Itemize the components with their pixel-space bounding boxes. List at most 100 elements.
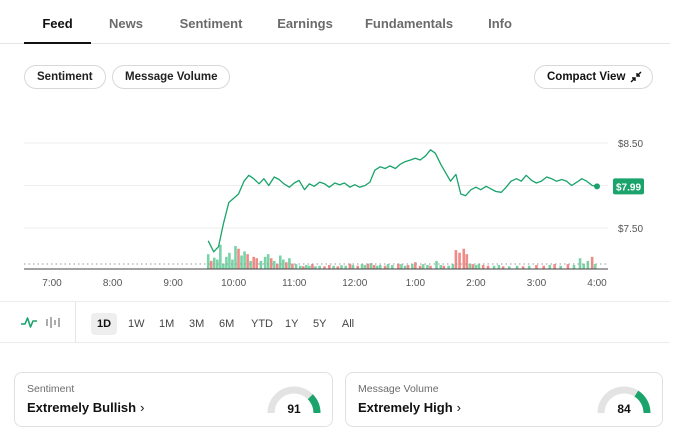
volume-bar [318, 265, 321, 269]
x-tick-label: 8:00 [103, 278, 123, 289]
volume-bar [275, 263, 279, 269]
volume-bar [391, 264, 394, 269]
volume-bar [582, 263, 585, 269]
volume-bar [336, 266, 340, 269]
tab-fundamentals[interactable]: Fundamentals [364, 16, 454, 31]
tab-earnings[interactable]: Earnings [277, 16, 333, 31]
volume-bar [426, 264, 429, 269]
x-tick-label: 9:00 [163, 278, 183, 289]
volume-bar [593, 264, 597, 269]
volume-bar [442, 265, 446, 269]
volume-bar [501, 266, 505, 269]
volume-bar [206, 254, 210, 269]
range-bar: 1D 1W 1M 3M 6M YTD 1Y 5Y All [0, 301, 670, 343]
range-ytd[interactable]: YTD [251, 318, 273, 330]
sentiment-value-text: Extremely Bullish [27, 400, 137, 415]
volume-bar [225, 256, 228, 269]
sentiment-toggle-button[interactable]: Sentiment [24, 65, 106, 89]
x-tick-label: 10:00 [221, 278, 246, 289]
tab-info[interactable]: Info [488, 16, 512, 31]
volume-bar [308, 265, 311, 269]
volume-bar [447, 265, 450, 269]
volume-bar [351, 264, 355, 269]
volume-bar [414, 262, 417, 269]
compact-view-button[interactable]: Compact View [534, 65, 653, 89]
volume-bar [421, 264, 425, 269]
volume-bar [439, 264, 443, 269]
volume-bar [298, 265, 302, 269]
volume-bar [360, 264, 364, 269]
sentiment-gauge [267, 386, 321, 414]
volume-bar [282, 259, 285, 269]
volume-bar [386, 264, 390, 269]
volume-bar [294, 264, 298, 269]
range-6m[interactable]: 6M [219, 318, 235, 330]
message-volume-toggle-button[interactable]: Message Volume [112, 65, 231, 89]
volume-bar [451, 264, 455, 269]
volume-bar [397, 263, 400, 269]
range-1m[interactable]: 1M [159, 318, 175, 330]
tab-bar: Feed News Sentiment Earnings Fundamental… [0, 0, 670, 44]
volume-bar [285, 262, 288, 269]
volume-bar [356, 265, 360, 269]
volume-bar [234, 246, 237, 269]
volume-bar [477, 263, 481, 269]
price-chart[interactable]: $8.50 $7.50 $7.99 7:00 8:00 9:00 10:00 11:00 12:… [0, 110, 670, 295]
x-tick-label: 7:00 [42, 278, 62, 289]
y-tick-label: $7.50 [618, 224, 643, 235]
message-volume-card[interactable]: Message Volume Extremely High › 84 [345, 372, 663, 427]
volume-bar [578, 258, 582, 269]
volume-bar [429, 265, 432, 269]
range-1y[interactable]: 1Y [285, 318, 299, 330]
volume-bar [363, 264, 367, 269]
message-volume-value-text: Extremely High [358, 400, 453, 415]
y-tick-label: $8.50 [618, 139, 643, 150]
volume-bar [252, 256, 255, 269]
volume-bar [209, 260, 213, 269]
volume-bar [548, 264, 552, 269]
volume-bar [219, 244, 222, 269]
price-line [207, 149, 598, 253]
volume-bar [366, 263, 370, 269]
range-5y[interactable]: 5Y [313, 318, 327, 330]
volume-bar [566, 264, 570, 269]
message-volume-gauge [597, 386, 651, 414]
sentiment-card[interactable]: Sentiment Extremely Bullish › 91 [14, 372, 333, 427]
volume-bar [314, 266, 317, 269]
volume-bar [249, 260, 252, 269]
tab-sentiment[interactable]: Sentiment [179, 16, 243, 31]
volume-bar [559, 265, 562, 269]
x-tick-label: 3:00 [527, 278, 547, 289]
x-tick-label: 12:00 [342, 278, 367, 289]
volume-bar [269, 258, 273, 269]
line-chart-icon[interactable] [20, 315, 38, 329]
tab-feed[interactable]: Feed [24, 0, 91, 44]
volume-bar [266, 254, 270, 269]
gauge-arc [307, 394, 321, 414]
volume-bar [468, 263, 472, 269]
x-tick-label: 4:00 [587, 278, 607, 289]
range-3m[interactable]: 3M [189, 318, 205, 330]
volume-bar [492, 265, 496, 269]
x-tick-label: 11:00 [282, 278, 307, 289]
volume-bar [305, 264, 308, 269]
range-all[interactable]: All [341, 318, 355, 330]
volume-bar [344, 265, 347, 269]
volume-bar [291, 263, 294, 269]
volume-bar [465, 254, 469, 269]
volume-bar [272, 260, 276, 269]
range-1w[interactable]: 1W [128, 318, 145, 330]
volume-bar [323, 266, 326, 269]
collapse-arrows-icon [630, 71, 642, 83]
volume-bar [332, 265, 335, 269]
volume-bar [263, 256, 267, 269]
volume-bar [302, 266, 305, 269]
volume-bar [255, 258, 258, 269]
tab-news[interactable]: News [109, 16, 143, 31]
range-1d[interactable]: 1D [91, 313, 117, 335]
chart-type-switcher [8, 302, 76, 343]
volume-bar [222, 263, 225, 269]
bar-chart-icon[interactable] [44, 315, 62, 329]
volume-bar [328, 264, 331, 269]
volume-bar [383, 265, 387, 269]
